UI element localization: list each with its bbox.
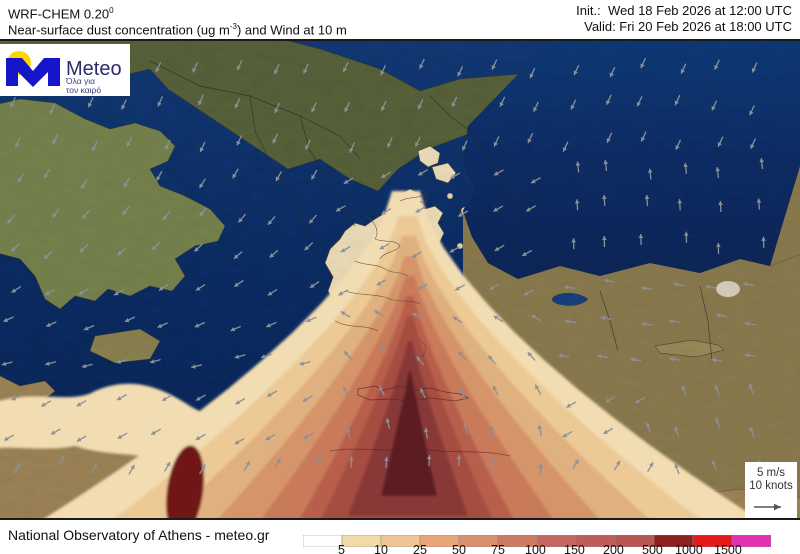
svg-text:τον καιρό: τον καιρό: [66, 85, 101, 95]
